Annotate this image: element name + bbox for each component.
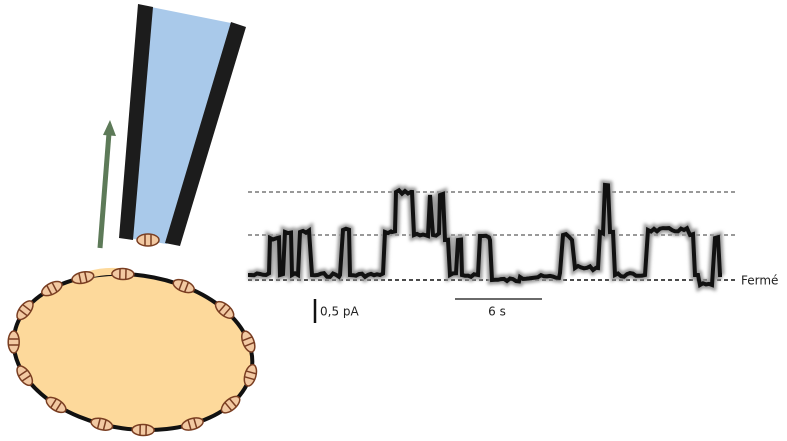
pipette	[119, 4, 246, 246]
current-trace: Fermé	[248, 185, 778, 288]
closed-label: Fermé	[741, 274, 778, 288]
channel	[112, 268, 134, 280]
channel	[132, 424, 154, 436]
time-scale-label: 6 s	[488, 305, 506, 319]
current-scale-label: 0,5 pA	[320, 305, 360, 319]
patch-clamp-diagram: Fermé 0,5 pA 6 s	[0, 0, 787, 441]
scale-bars: 0,5 pA 6 s	[315, 299, 542, 323]
pull-arrow	[100, 120, 116, 248]
cell	[3, 259, 262, 441]
channel	[8, 331, 19, 353]
patch-channel	[137, 234, 159, 246]
